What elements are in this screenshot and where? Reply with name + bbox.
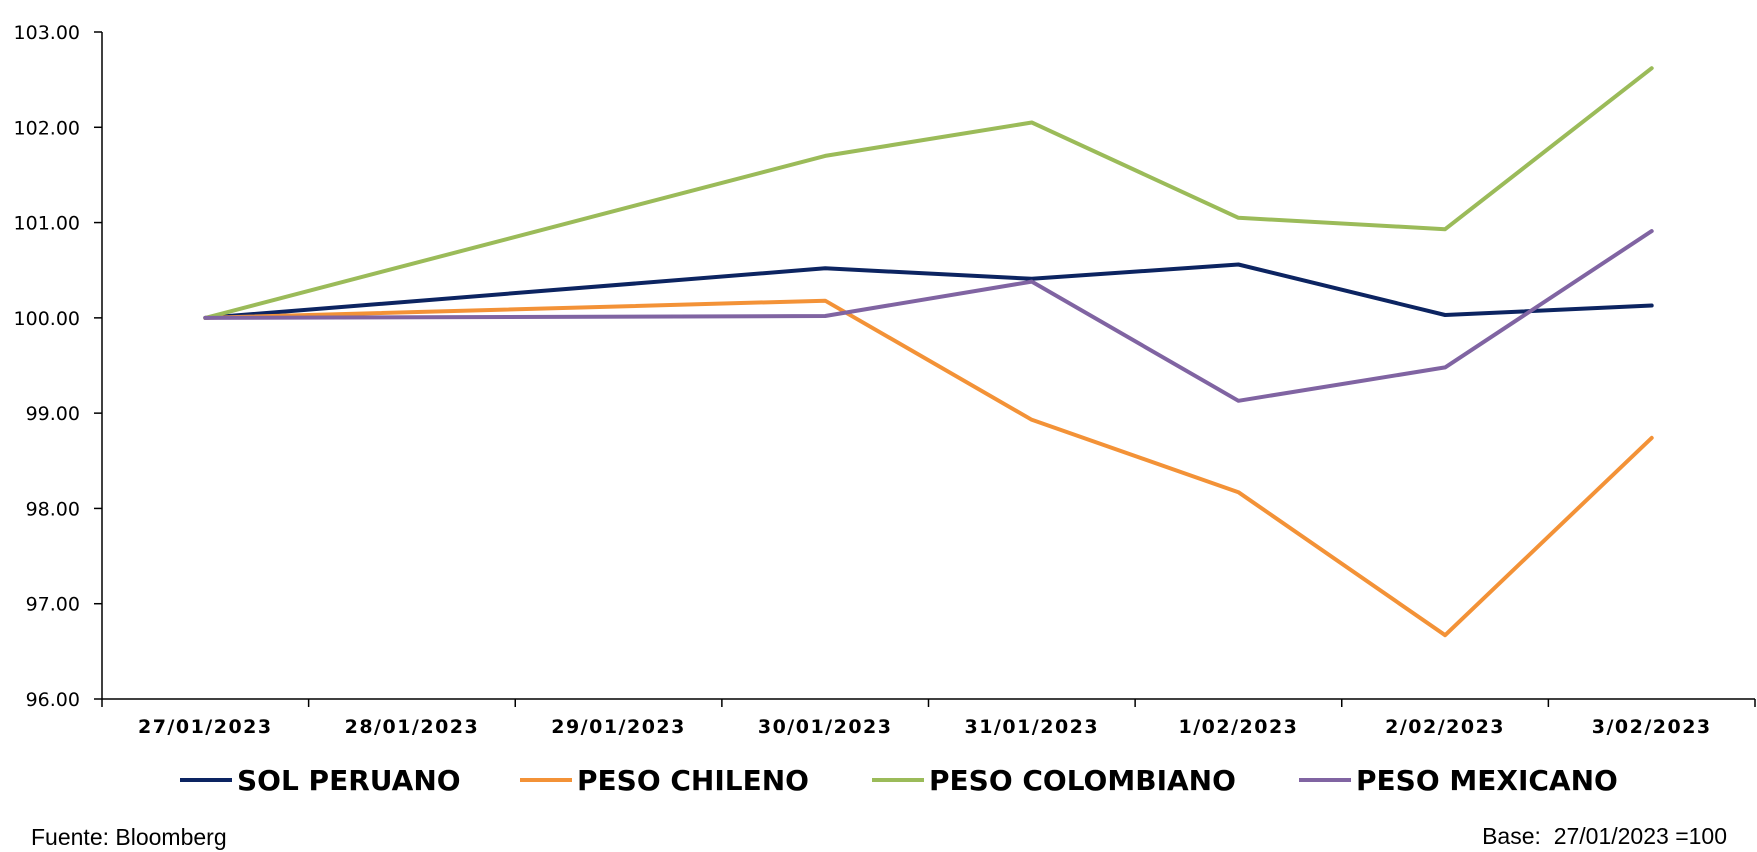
legend-label: PESO CHILENO [577, 764, 809, 797]
y-tick-label: 99.00 [26, 403, 80, 425]
y-tick-label: 97.00 [26, 594, 80, 616]
y-tick-label: 102.00 [14, 117, 80, 139]
x-tick-label: 27/01/2023 [138, 716, 273, 738]
x-tick-label: 3/02/2023 [1592, 716, 1712, 738]
x-tick-label: 29/01/2023 [551, 716, 686, 738]
series-lines [203, 66, 1654, 638]
x-tick-label: 1/02/2023 [1178, 716, 1298, 738]
y-tick-label: 96.00 [26, 689, 80, 711]
source-note: Fuente: Bloomberg [31, 824, 227, 850]
series-line-sol-peruano [203, 262, 1654, 320]
legend-label: PESO COLOMBIANO [929, 764, 1236, 797]
legend: SOL PERUANO PESO CHILENO PESO COLOMBIANO PE… [180, 764, 1618, 797]
legend-label: SOL PERUANO [237, 764, 461, 797]
y-axis: 96.00 97.00 98.00 99.00 100.00 101.00 102.00 10… [14, 22, 103, 711]
y-tick-label: 98.00 [26, 498, 80, 520]
x-tick-label: 30/01/2023 [758, 716, 893, 738]
base-note: Base: 27/01/2023 =100 [1482, 823, 1727, 849]
x-tick-label: 31/01/2023 [964, 716, 1099, 738]
y-tick-label: 101.00 [14, 213, 80, 235]
legend-label: PESO MEXICANO [1356, 764, 1618, 797]
legend-item-peso-mexicano: PESO MEXICANO [1299, 764, 1618, 797]
x-tick-label: 2/02/2023 [1385, 716, 1505, 738]
series-line-peso-chileno [203, 298, 1654, 638]
legend-item-peso-colombiano: PESO COLOMBIANO [872, 764, 1236, 797]
x-axis: 27/01/2023 28/01/2023 29/01/2023 30/01/2023… [101, 698, 1756, 738]
legend-item-sol-peruano: SOL PERUANO [180, 764, 461, 797]
y-tick-label: 103.00 [14, 22, 80, 44]
series-line-peso-mexicano [203, 229, 1654, 403]
legend-item-peso-chileno: PESO CHILENO [520, 764, 809, 797]
series-line-peso-colombiano [203, 66, 1654, 320]
y-tick-label: 100.00 [14, 308, 80, 330]
x-tick-label: 28/01/2023 [345, 716, 480, 738]
